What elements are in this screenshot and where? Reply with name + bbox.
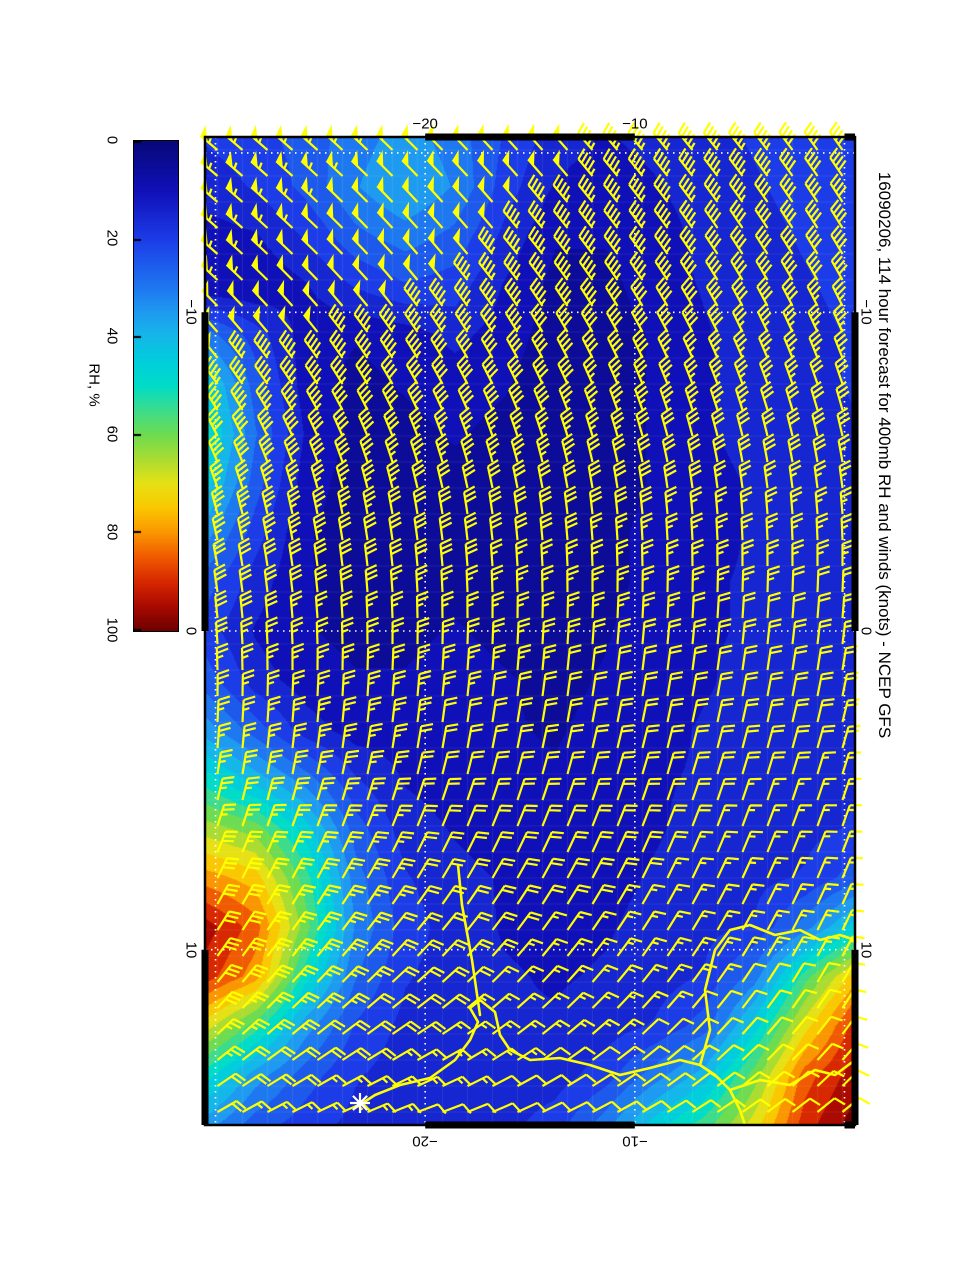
axis-tick-label-right: −10 xyxy=(857,299,875,326)
colorbar-tick-label: 60 xyxy=(103,425,121,443)
colorbar-label: RH, % xyxy=(85,363,103,407)
coastline xyxy=(353,863,857,1127)
axis-tick-label-bottom: −10 xyxy=(622,1132,648,1150)
colorbar-tick-label: 20 xyxy=(103,229,121,247)
axis-tick-label-right: 0 xyxy=(857,626,875,636)
colorbar-tick-label: 40 xyxy=(103,327,121,345)
axis-tick-label-left: 10 xyxy=(182,941,200,959)
colorbar-tick-label: 0 xyxy=(103,135,121,145)
axis-tick-label-left: −10 xyxy=(182,299,200,326)
colorbar-tick-label: 100 xyxy=(103,617,121,643)
colorbar-gradient xyxy=(133,140,179,632)
wind-barbs-layer xyxy=(199,121,871,1115)
colorbar-tick-label: 80 xyxy=(103,523,121,541)
axis-tick-label-right: 10 xyxy=(857,941,875,959)
plot-border xyxy=(201,133,859,1129)
station-marker xyxy=(350,1093,370,1113)
chart-title: 16090206, 114 hour forecast for 400mb RH… xyxy=(875,171,894,739)
axis-tick-label-top: −20 xyxy=(412,115,438,133)
axis-tick-label-left: 0 xyxy=(182,626,200,636)
grid-lines xyxy=(205,137,855,1125)
axis-tick-label-bottom: −20 xyxy=(412,1132,438,1150)
axis-tick-label-top: −10 xyxy=(622,115,648,133)
